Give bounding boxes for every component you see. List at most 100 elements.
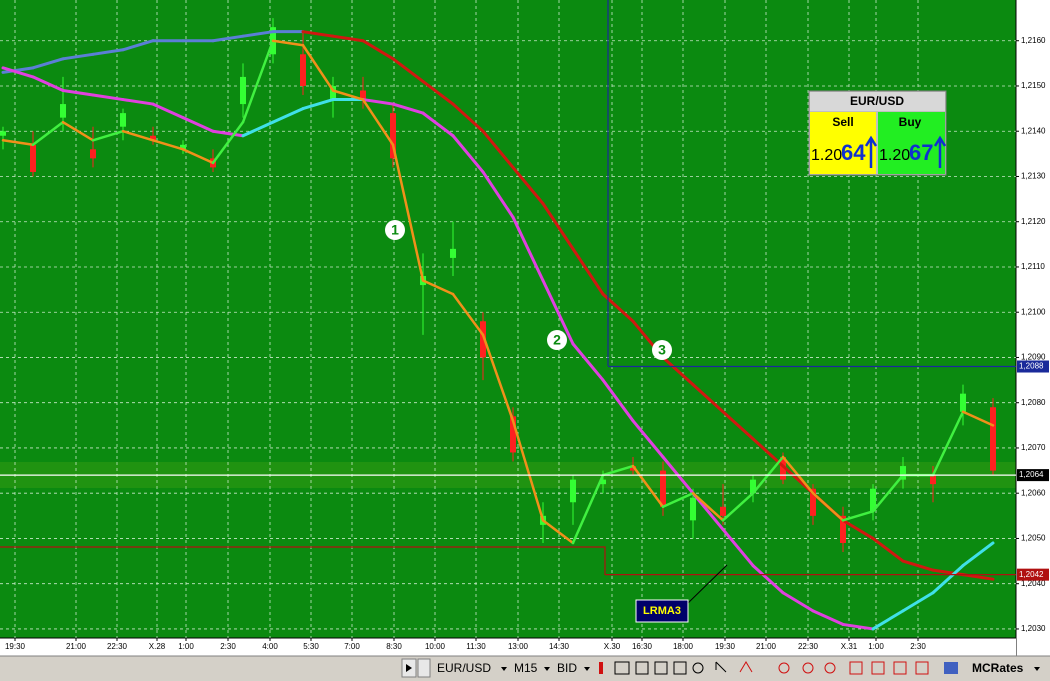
sell-arrow — [864, 135, 878, 168]
candle-body — [660, 470, 666, 507]
indicator-segment — [241, 120, 275, 138]
dropdown-arrow — [584, 667, 590, 671]
icon[interactable] — [739, 661, 753, 673]
x-tick-label: 19:30 — [715, 642, 736, 651]
indicator-segment — [961, 410, 995, 427]
scroll-button[interactable] — [417, 658, 431, 678]
icon[interactable] — [893, 661, 907, 675]
candle-body — [870, 488, 876, 512]
indicator-segment — [61, 120, 95, 142]
candle-body — [180, 144, 186, 150]
price-tag-label: 1,2064 — [1019, 470, 1044, 479]
indicator-segment — [931, 410, 965, 477]
indicator-segment — [31, 75, 65, 92]
icon[interactable] — [715, 661, 727, 673]
symbol-label: EUR/USD — [437, 661, 491, 675]
x-tick-label: 18:00 — [673, 642, 694, 651]
buy-box[interactable] — [878, 112, 945, 174]
toolbar — [0, 656, 1050, 681]
icon[interactable] — [778, 662, 790, 674]
y-tick-label: 1,2150 — [1021, 81, 1046, 90]
icon[interactable] — [635, 661, 649, 675]
candle-body — [960, 393, 966, 412]
indicator-segment — [181, 116, 215, 133]
icon[interactable] — [824, 662, 836, 674]
candle-body — [60, 104, 66, 118]
marks — [0, 18, 996, 631]
candle-body — [360, 90, 366, 100]
price-tag-label: 1,2042 — [1019, 570, 1044, 579]
indicator-segment — [901, 591, 935, 613]
indicator-segment — [121, 129, 155, 142]
price-tag — [1017, 568, 1049, 581]
y-tick-label: 1,2130 — [1021, 172, 1046, 181]
x-tick-label: 2:30 — [220, 642, 236, 651]
sell-big: 1.20 — [811, 147, 842, 164]
x-tick-label: 8:30 — [386, 642, 402, 651]
indicator-segment — [691, 383, 725, 414]
icon[interactable] — [871, 661, 885, 675]
indicator-segment — [181, 148, 215, 165]
indicator-segment — [301, 30, 335, 38]
x-tick-label: 21:00 — [756, 642, 777, 651]
indicator-segment — [451, 292, 485, 337]
x-tick-label: 16:30 — [632, 642, 653, 651]
icon[interactable] — [614, 661, 630, 675]
indicator-segment — [481, 333, 515, 423]
indicator-segment — [781, 591, 815, 613]
icon[interactable] — [599, 662, 603, 674]
period-dropdown[interactable]: M15 — [514, 661, 550, 675]
indicator-segment — [661, 355, 695, 387]
indicator-segment — [301, 43, 335, 92]
indicator-segment — [91, 48, 125, 56]
x-tick-label: 14:30 — [549, 642, 570, 651]
callout-label: LRMA3 — [643, 605, 681, 617]
icon[interactable] — [915, 661, 929, 675]
x-tick-label: 10:00 — [425, 642, 446, 651]
indicator-segment — [601, 378, 635, 423]
dropdown-arrow — [501, 667, 507, 671]
candle-body — [930, 475, 936, 485]
indicator-segment — [451, 134, 485, 174]
marker-label: 1 — [391, 222, 399, 238]
indicator-segment — [421, 79, 455, 106]
callout-pointer — [685, 564, 728, 606]
widget-symbol: EUR/USD — [850, 94, 904, 108]
indicator-segment — [241, 30, 275, 38]
indicator-segment — [121, 98, 155, 106]
indicator-segment — [511, 419, 545, 522]
indicator-segment — [61, 52, 95, 61]
indicator-segment — [541, 279, 575, 346]
candle-body — [120, 113, 126, 127]
indicator-segment — [301, 98, 335, 111]
y-tick-label: 1,2100 — [1021, 307, 1046, 316]
icon[interactable] — [654, 661, 668, 675]
candle-body — [900, 466, 906, 480]
icon[interactable] — [944, 662, 958, 674]
buy-pips: 67 — [909, 140, 933, 165]
quote-widget[interactable]: EUR/USD Sell Buy 1.20 64 1.20 67 — [808, 90, 947, 176]
icon[interactable] — [849, 661, 863, 675]
indicator-segment — [511, 165, 545, 206]
indicator-segment — [811, 491, 845, 522]
y-tick-label: 1,2140 — [1021, 126, 1046, 135]
feed-dropdown[interactable]: MCRates — [972, 661, 1040, 675]
indicator-segment — [391, 57, 425, 83]
icon[interactable] — [692, 662, 704, 674]
buy-label: Buy — [899, 115, 922, 129]
indicator-segment — [151, 102, 185, 120]
indicator-segment — [841, 510, 875, 522]
candle-body — [810, 488, 816, 516]
toolbar-icons[interactable] — [599, 661, 958, 675]
indicator-segment — [481, 170, 515, 219]
indicator-segment — [331, 89, 365, 101]
symbol-dropdown[interactable]: EUR/USD — [437, 661, 507, 675]
price-dropdown[interactable]: BID — [557, 661, 590, 675]
icon[interactable] — [802, 662, 814, 674]
y-tick-label: 1,2070 — [1021, 443, 1046, 452]
y-tick-label: 1,2030 — [1021, 624, 1046, 633]
indicator-segment — [601, 464, 635, 477]
icon[interactable] — [673, 661, 687, 675]
sell-box[interactable] — [810, 112, 876, 174]
candle-body — [150, 135, 156, 141]
